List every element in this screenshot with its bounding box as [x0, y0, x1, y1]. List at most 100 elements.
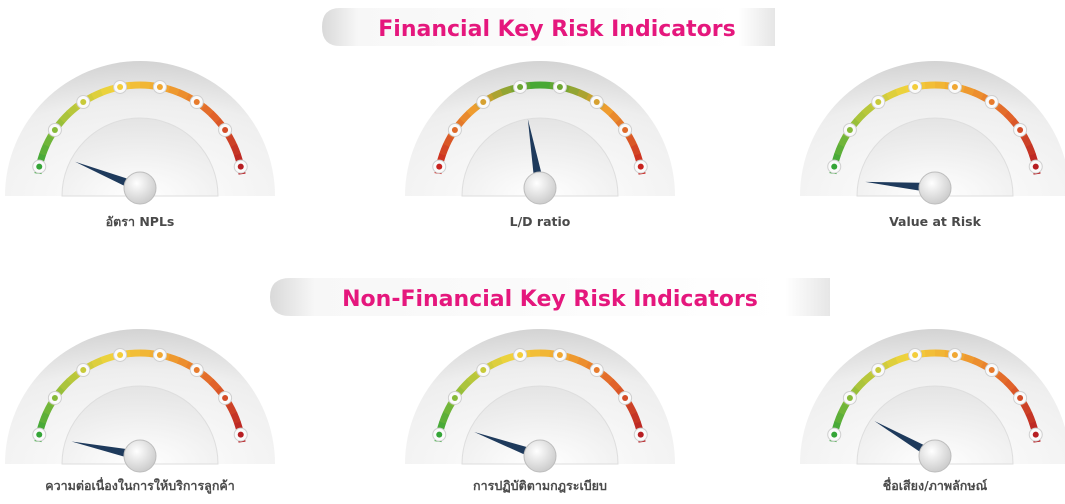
gauge-arc [229, 137, 234, 146]
kri-board: Financial Key Risk Indicators Non-Financ… [0, 0, 1065, 504]
gauge-arc [888, 360, 897, 364]
gauge-arc [634, 413, 638, 423]
gauge [800, 61, 1065, 204]
gauge-dot-core [222, 127, 228, 133]
gauge-arc [446, 136, 451, 145]
gauge-dot-core [622, 127, 628, 133]
gauge-dot-core [52, 127, 58, 133]
gauge-dot-core [831, 164, 837, 170]
gauge-dot-core [157, 352, 163, 358]
section-title: Financial Key Risk Indicators [378, 17, 735, 42]
gauge-arc [43, 413, 47, 423]
gauge-arc [578, 92, 587, 96]
gauge-dot-core [1017, 395, 1023, 401]
gauge-dot-core [36, 164, 42, 170]
gauge-arc [178, 92, 187, 96]
gauge-arc [140, 353, 150, 354]
gauge-arc [973, 360, 982, 364]
gauge-arc [634, 145, 638, 155]
gauge-label: ความต่อเนื่องในการให้บริการลูกค้า [45, 477, 235, 494]
gauge-arc [46, 136, 51, 145]
gauge-arc [1024, 137, 1029, 146]
gauge-arc [540, 353, 550, 354]
gauge-arc [234, 145, 238, 155]
gauge-arc [629, 137, 634, 146]
gauge-dot-core [847, 395, 853, 401]
gauge-arc [102, 89, 112, 92]
gauge-dot-core [557, 352, 563, 358]
gauge-dot-core [157, 84, 163, 90]
gauge-dot-core [480, 367, 486, 373]
gauge-arc [169, 89, 179, 92]
gauge-dot-core [452, 127, 458, 133]
gauge-dot-core [517, 84, 523, 90]
needle-pivot [524, 440, 556, 472]
gauge-dot-core [1017, 127, 1023, 133]
gauge-arc [964, 89, 974, 92]
gauge-arc [935, 85, 945, 86]
gauge-arc [841, 404, 846, 413]
page: Financial Key Risk Indicators Non-Financ… [0, 0, 1065, 504]
gauge-dot-core [452, 395, 458, 401]
gauge-dot-core [875, 99, 881, 105]
gauge-dot-core [831, 432, 837, 438]
gauge-arc [569, 89, 579, 92]
gauge-arc [93, 92, 102, 96]
gauge-dot-core [912, 84, 918, 90]
gauge-arc [578, 360, 587, 364]
gauge [5, 329, 275, 472]
gauge-arc [838, 145, 842, 155]
gauge-arc [897, 89, 907, 92]
gauge-dot-core [194, 367, 200, 373]
gauge-dot-core [238, 432, 244, 438]
gauge-dot-core [436, 432, 442, 438]
gauge-arc [178, 360, 187, 364]
gauge-arc [46, 404, 51, 413]
gauge-dot-core [989, 367, 995, 373]
gauge-arc [229, 405, 234, 414]
gauge-dot-core [952, 352, 958, 358]
gauge-dot-core [238, 164, 244, 170]
gauge-arc [102, 357, 112, 360]
gauge-dot-core [80, 99, 86, 105]
gauge-arc [935, 353, 945, 354]
gauge-dot-core [117, 84, 123, 90]
gauge-arc [841, 136, 846, 145]
gauge-dot-core [952, 84, 958, 90]
gauge-arc [569, 357, 579, 360]
gauge-arc [1029, 413, 1033, 423]
needle-pivot [524, 172, 556, 204]
gauge-dot-core [517, 352, 523, 358]
gauge-arc [838, 413, 842, 423]
gauge-dot-core [557, 84, 563, 90]
gauge-arc [169, 357, 179, 360]
gauge-dot-core [594, 367, 600, 373]
gauge-dot-core [638, 164, 644, 170]
gauge-arc [443, 145, 447, 155]
gauge-dot-core [36, 432, 42, 438]
gauge [405, 61, 675, 204]
gauge-arc [43, 145, 47, 155]
gauge-arc [1029, 145, 1033, 155]
gauge-arc [897, 357, 907, 360]
gauge-dot-core [912, 352, 918, 358]
gauge [5, 61, 275, 204]
gauge-dot-core [80, 367, 86, 373]
gauge-arc [446, 404, 451, 413]
gauge-label: ชื่อเสียง/ภาพลักษณ์ [883, 477, 988, 493]
gauge [405, 329, 675, 472]
needle-pivot [919, 440, 951, 472]
gauge-dot-core [52, 395, 58, 401]
needle-pivot [919, 172, 951, 204]
gauge-label: การปฏิบัติตามกฎระเบียบ [473, 478, 607, 494]
gauge-dot-core [847, 127, 853, 133]
section-title: Non-Financial Key Risk Indicators [342, 287, 758, 312]
needle-pivot [124, 440, 156, 472]
gauge-arc [973, 92, 982, 96]
gauge-arc [888, 92, 897, 96]
gauge-dot-core [194, 99, 200, 105]
gauge-dot-core [622, 395, 628, 401]
gauge-dot-core [989, 99, 995, 105]
gauge [800, 329, 1065, 472]
gauge-arc [93, 360, 102, 364]
